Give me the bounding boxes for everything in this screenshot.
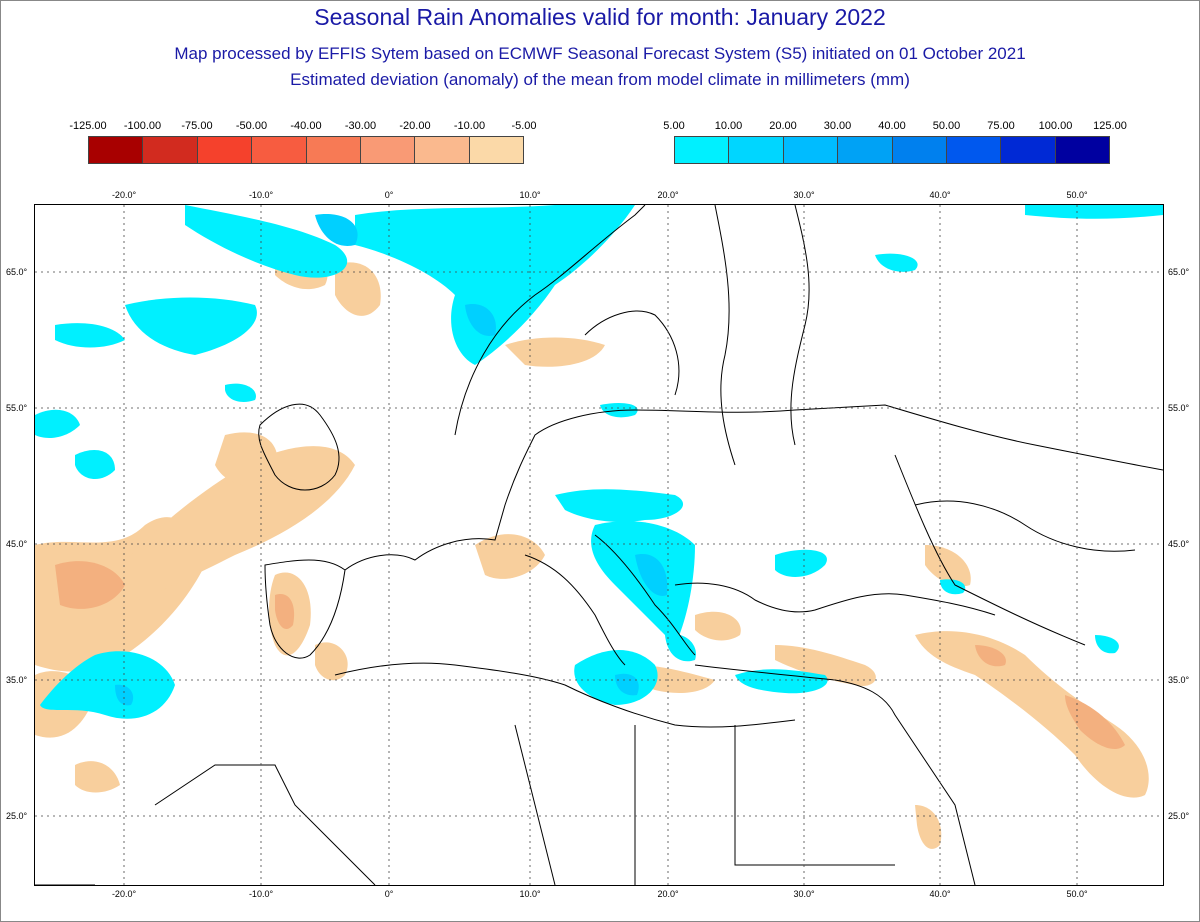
legend-negative-tick-label: -5.00	[511, 120, 537, 132]
dry-anomaly-core	[55, 561, 1125, 750]
wet-anomaly-areas	[35, 205, 1163, 719]
legend-positive-swatch	[675, 137, 730, 163]
legend-negative-swatch	[306, 137, 361, 163]
legend-negative-tick-label: -100.00	[123, 120, 162, 132]
legend-negative-swatch	[415, 137, 470, 163]
legend-negative-swatch	[469, 137, 523, 163]
graticule	[35, 205, 1163, 885]
legend-negative-colorbar	[88, 136, 524, 164]
legend-negative-tick-label: -10.00	[453, 120, 486, 132]
legend-positive-tick-label: 50.00	[932, 120, 961, 132]
longitude-label-bottom: 10.0°	[519, 889, 541, 899]
map-subtitle-source: Map processed by EFFIS Sytem based on EC…	[174, 44, 1026, 63]
legend-negative-ticks: -125.00 -100.00 -75.00 -50.00 -40.00 -30.00 -2…	[69, 120, 536, 134]
legend-positive-swatch	[729, 137, 784, 163]
legend-positive-swatch	[783, 137, 839, 163]
legend-negative-swatch	[143, 137, 198, 163]
legend-positive-swatch	[1055, 137, 1109, 163]
longitude-label-bottom: 0°	[384, 889, 394, 899]
latitude-label-right: 55.0°	[1168, 403, 1190, 413]
longitude-label-top: -10.0°	[248, 190, 274, 200]
map-subtitle-units: Estimated deviation (anomaly) of the mea…	[290, 70, 910, 89]
longitude-label-top: 20.0°	[657, 190, 679, 200]
legend-positive-tick-label: 5.00	[663, 120, 685, 132]
legend-negative-tick-label: -30.00	[344, 120, 377, 132]
longitude-label-bottom: 50.0°	[1066, 889, 1088, 899]
legend-positive-anomaly: 5.00 10.00 20.00 30.00 40.00 50.00 75.00 100.00…	[663, 120, 1127, 164]
longitude-label-top: 0°	[384, 190, 394, 200]
longitude-label-bottom: 40.0°	[929, 889, 951, 899]
legend-positive-tick-label: 100.00	[1038, 120, 1073, 132]
legend-negative-tick-label: -20.00	[399, 120, 431, 132]
legend-negative-anomaly: -125.00 -100.00 -75.00 -50.00 -40.00 -30.00 -2…	[69, 120, 537, 164]
coastlines-borders	[35, 205, 1163, 885]
legend-positive-swatch	[838, 137, 893, 163]
latitude-label-right: 25.0°	[1168, 811, 1190, 821]
legend-positive-tick-label: 75.00	[987, 120, 1015, 132]
latitude-label-left: 65.0°	[6, 267, 28, 277]
legend-positive-ticks: 5.00 10.00 20.00 30.00 40.00 50.00 75.00 100.00…	[663, 120, 1127, 134]
latitude-label-right: 35.0°	[1168, 675, 1190, 685]
legend-negative-swatch	[89, 137, 144, 163]
legend-positive-swatch	[946, 137, 1002, 163]
legend-positive-tick-label: 10.00	[714, 120, 743, 132]
longitude-label-top: 30.0°	[793, 190, 815, 200]
map-canvas	[35, 205, 1163, 885]
wet-anomaly-core	[115, 214, 668, 706]
latitude-label-left: 35.0°	[6, 675, 28, 685]
latitude-label-left: 45.0°	[6, 539, 28, 549]
dry-anomaly-areas	[35, 252, 1149, 849]
longitude-label-top: 50.0°	[1066, 190, 1088, 200]
legend-negative-swatch	[252, 137, 307, 163]
latitude-label-right: 45.0°	[1168, 539, 1190, 549]
legend-negative-swatch	[197, 137, 253, 163]
map-title: Seasonal Rain Anomalies valid for month:…	[314, 4, 886, 30]
longitude-label-bottom: 20.0°	[657, 889, 679, 899]
legend-negative-tick-label: -75.00	[181, 120, 213, 132]
legend-positive-colorbar	[674, 136, 1110, 164]
longitude-label-bottom: 30.0°	[793, 889, 815, 899]
legend-positive-swatch	[892, 137, 947, 163]
legend-negative-tick-label: -50.00	[235, 120, 268, 132]
legend-negative-tick-label: -40.00	[290, 120, 322, 132]
latitude-label-right: 65.0°	[1168, 267, 1190, 277]
latitude-label-left: 25.0°	[6, 811, 28, 821]
legend-positive-tick-label: 20.00	[769, 120, 797, 132]
legend-negative-tick-label: -125.00	[69, 120, 107, 132]
legend-positive-swatch	[1001, 137, 1056, 163]
longitude-label-top: 40.0°	[929, 190, 951, 200]
legend-positive-tick-label: 40.00	[878, 120, 906, 132]
longitude-label-top: 10.0°	[519, 190, 541, 200]
anomaly-map	[34, 204, 1164, 886]
legend-positive-tick-label: 30.00	[823, 120, 852, 132]
longitude-label-top: -20.0°	[111, 190, 137, 200]
legend-negative-swatch	[360, 137, 416, 163]
longitude-label-bottom: -10.0°	[248, 889, 274, 899]
latitude-label-left: 55.0°	[6, 403, 28, 413]
longitude-label-bottom: -20.0°	[111, 889, 137, 899]
legend-positive-tick-label: 125.00	[1093, 120, 1127, 132]
